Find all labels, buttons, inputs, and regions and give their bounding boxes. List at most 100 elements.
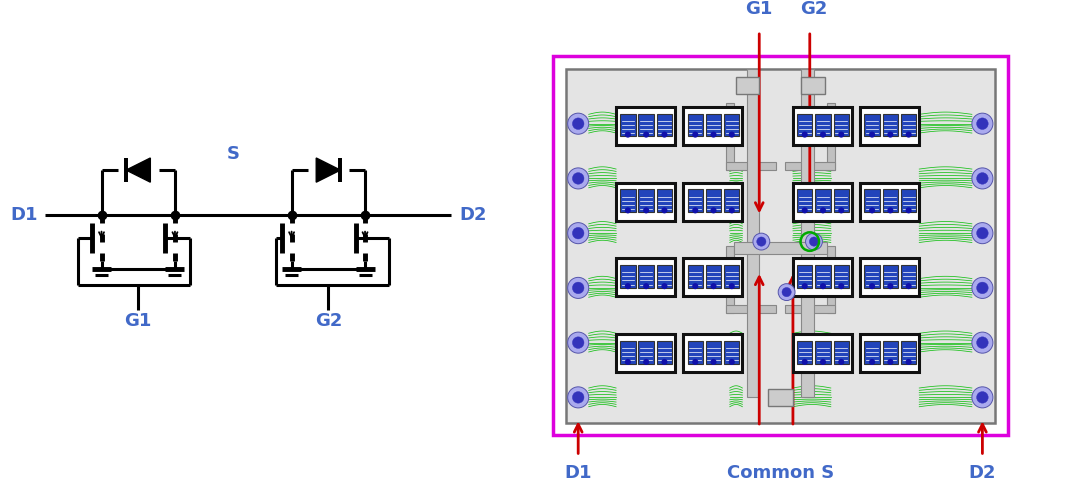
Circle shape <box>692 208 699 214</box>
Circle shape <box>976 282 988 294</box>
Circle shape <box>568 278 589 298</box>
Bar <box>724 190 740 212</box>
Circle shape <box>568 222 589 244</box>
Bar <box>746 69 759 398</box>
Bar <box>784 304 835 313</box>
Circle shape <box>661 359 667 365</box>
Circle shape <box>838 359 845 365</box>
Circle shape <box>838 208 845 214</box>
Bar <box>882 114 899 136</box>
Circle shape <box>869 208 875 214</box>
Circle shape <box>625 283 631 289</box>
Bar <box>688 265 703 288</box>
Circle shape <box>820 283 826 289</box>
Bar <box>620 114 635 136</box>
Bar <box>616 107 675 144</box>
Bar <box>724 341 740 364</box>
Circle shape <box>643 283 649 289</box>
Bar <box>834 114 849 136</box>
Bar <box>616 334 675 372</box>
Bar <box>882 265 899 288</box>
Circle shape <box>643 132 649 138</box>
Bar <box>815 190 831 212</box>
Bar <box>688 190 703 212</box>
Circle shape <box>801 359 808 365</box>
Circle shape <box>729 208 734 214</box>
Bar <box>861 107 919 144</box>
Bar <box>793 334 852 372</box>
Circle shape <box>972 278 993 298</box>
Text: D1: D1 <box>10 206 38 224</box>
Bar <box>688 114 703 136</box>
Bar <box>882 190 899 212</box>
Bar <box>901 265 916 288</box>
Bar <box>768 389 793 406</box>
Circle shape <box>888 283 893 289</box>
Circle shape <box>729 132 734 138</box>
Circle shape <box>711 283 717 289</box>
Bar <box>734 242 826 254</box>
Bar <box>834 190 849 212</box>
Text: D2: D2 <box>459 206 487 224</box>
Circle shape <box>801 208 808 214</box>
Bar <box>793 107 852 144</box>
Circle shape <box>729 359 734 365</box>
Circle shape <box>820 208 826 214</box>
Bar <box>620 341 635 364</box>
Bar <box>706 341 721 364</box>
Bar <box>706 265 721 288</box>
Bar <box>616 182 675 220</box>
Circle shape <box>869 283 875 289</box>
Bar <box>684 258 742 296</box>
Circle shape <box>838 132 845 138</box>
Circle shape <box>711 359 717 365</box>
Circle shape <box>711 132 717 138</box>
Bar <box>706 190 721 212</box>
Circle shape <box>568 113 589 134</box>
Text: G2: G2 <box>314 312 342 330</box>
Circle shape <box>972 387 993 408</box>
Bar <box>797 341 812 364</box>
Bar <box>826 102 835 170</box>
Bar <box>901 114 916 136</box>
Bar <box>737 78 759 94</box>
Circle shape <box>572 337 584 348</box>
Bar <box>726 162 777 170</box>
Circle shape <box>782 288 792 296</box>
Circle shape <box>905 132 912 138</box>
Circle shape <box>976 172 988 184</box>
Bar <box>801 78 824 94</box>
Polygon shape <box>126 158 150 182</box>
Bar <box>815 114 831 136</box>
Bar <box>620 265 635 288</box>
Bar <box>706 114 721 136</box>
Circle shape <box>643 208 649 214</box>
Circle shape <box>661 132 667 138</box>
Circle shape <box>568 168 589 189</box>
Bar <box>793 258 852 296</box>
Circle shape <box>972 222 993 244</box>
Circle shape <box>976 118 988 130</box>
Bar <box>724 114 740 136</box>
Bar <box>657 190 672 212</box>
Circle shape <box>757 237 766 246</box>
Circle shape <box>972 168 993 189</box>
Bar <box>834 265 849 288</box>
Circle shape <box>753 233 770 250</box>
Circle shape <box>888 132 893 138</box>
Circle shape <box>572 282 584 294</box>
Bar <box>726 246 734 313</box>
Circle shape <box>572 228 584 239</box>
Bar <box>726 102 734 170</box>
Bar <box>861 182 919 220</box>
Circle shape <box>869 359 875 365</box>
Circle shape <box>972 332 993 353</box>
Bar <box>688 341 703 364</box>
Bar <box>638 341 653 364</box>
Circle shape <box>801 283 808 289</box>
Circle shape <box>729 283 734 289</box>
Circle shape <box>976 392 988 403</box>
Bar <box>834 341 849 364</box>
Bar <box>784 162 835 170</box>
Bar <box>657 265 672 288</box>
